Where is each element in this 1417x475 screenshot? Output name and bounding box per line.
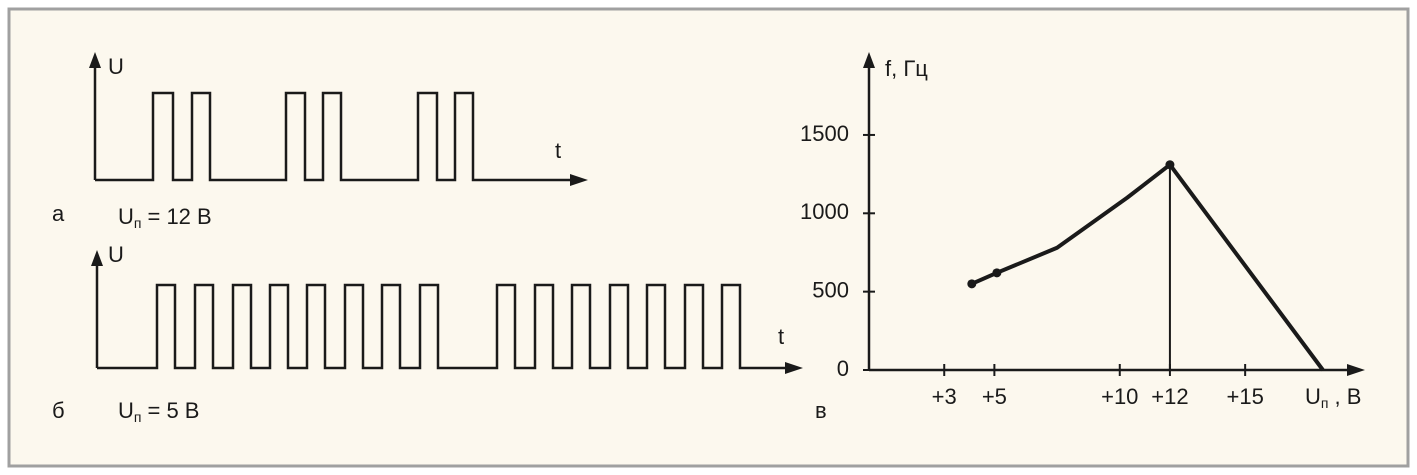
subscript-label: Uп , В — [1305, 384, 1361, 411]
panel-label: б — [52, 398, 65, 423]
arrow — [570, 174, 588, 186]
panel-label: в — [815, 398, 827, 423]
y-tick-label: 500 — [812, 277, 849, 302]
x-tick-label: +10 — [1101, 384, 1138, 409]
arrow — [785, 362, 803, 374]
y-axis-label: f, Гц — [885, 56, 928, 81]
arrow — [863, 52, 875, 68]
axis-label: t — [778, 324, 784, 349]
x-tick-label: +5 — [982, 384, 1007, 409]
arrow — [1347, 364, 1365, 376]
subscript-label: Uп = 12 В — [118, 204, 212, 231]
panel-label: а — [52, 201, 65, 226]
point — [992, 268, 1002, 278]
axis-label: U — [108, 54, 124, 79]
point — [967, 279, 977, 289]
waveform — [97, 283, 790, 370]
axis-label: U — [108, 242, 124, 267]
subscript: п — [134, 215, 142, 231]
subscript-label: Uп = 5 В — [118, 398, 199, 425]
x-tick-label: +3 — [932, 384, 957, 409]
label-text: = 12 В — [147, 204, 211, 229]
axis-label: t — [555, 138, 561, 163]
subscript: п — [1321, 395, 1329, 411]
point — [1165, 160, 1175, 170]
waveform — [95, 91, 575, 182]
subscript: п — [134, 409, 142, 425]
y-tick-label: 0 — [837, 356, 849, 381]
line — [971, 162, 1325, 372]
label-text: , В — [1334, 384, 1361, 409]
arrow — [89, 52, 101, 68]
frame — [7, 7, 1410, 468]
arrow — [91, 250, 103, 266]
symbol: U — [118, 398, 134, 423]
x-tick-label: +12 — [1151, 384, 1188, 409]
symbol: U — [1305, 384, 1321, 409]
x-tick-label: +15 — [1226, 384, 1263, 409]
y-tick-label: 1000 — [800, 199, 849, 224]
y-tick-label: 1500 — [800, 121, 849, 146]
symbol: U — [118, 204, 134, 229]
label-text: = 5 В — [147, 398, 199, 423]
